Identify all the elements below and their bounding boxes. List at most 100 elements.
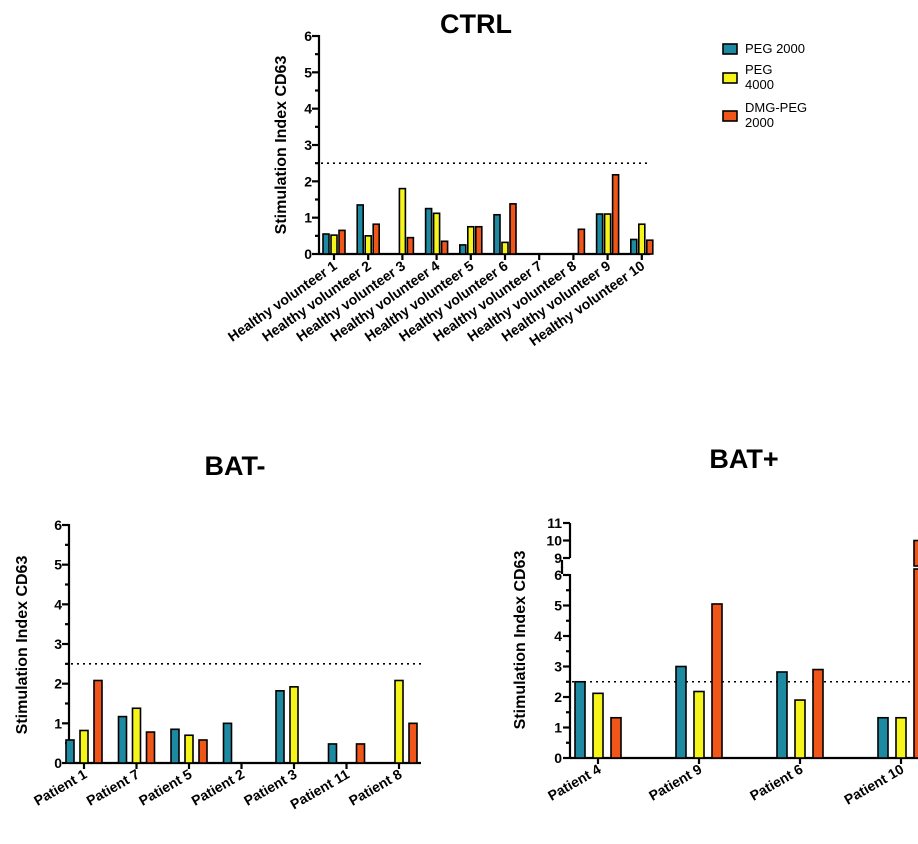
batpos-y-tick-label: 3 [554, 659, 562, 675]
ctrl-bar-dmg-peg-2000-healthy-volunteer-8 [577, 228, 586, 255]
batpos-y-tick-label: 2 [554, 689, 562, 705]
batneg-x-tick-label: Patient 11 [287, 766, 352, 813]
batneg-x-tick-label: Patient 5 [136, 766, 195, 809]
batneg-y-tick-label: 6 [54, 517, 62, 533]
batneg-x-tick-label: Patient 7 [83, 766, 142, 809]
batneg-y-tick-label: 5 [54, 557, 62, 573]
batneg-bar-peg-4000-patient-1 [79, 729, 89, 764]
ctrl-bar-dmg-peg-2000-healthy-volunteer-9 [611, 173, 620, 255]
batpos-y-tick-label: 9 [554, 550, 562, 566]
ctrl-bar-peg-2000-healthy-volunteer-10 [629, 238, 638, 255]
batneg-x-tick-label: Patient 8 [346, 766, 405, 809]
ctrl-bar-peg-4000-healthy-volunteer-3 [398, 187, 407, 255]
ctrl-y-tick-label: 3 [304, 137, 312, 153]
legend-label-peg-2000: PEG 2000 [745, 41, 805, 56]
ctrl-bar-dmg-peg-2000-healthy-volunteer-1 [338, 229, 346, 255]
batpos-bar-peg-2000-patient-9 [675, 665, 687, 759]
ctrl-bar-dmg-peg-2000-healthy-volunteer-6 [509, 203, 517, 255]
ctrl-bar-peg-2000-healthy-volunteer-4 [424, 207, 433, 255]
ctrl-bar-dmg-peg-2000-healthy-volunteer-3 [406, 236, 415, 255]
ctrl-bar-dmg-peg-2000-healthy-volunteer-10 [645, 239, 654, 255]
ctrl-y-tick-label: 5 [304, 64, 312, 80]
batpos-bar-peg-4000-patient-9 [693, 690, 705, 759]
ctrl-y-tick-label: 4 [304, 101, 312, 117]
ctrl-y-tick-label: 6 [304, 28, 312, 44]
bat-positive-y-axis-label: Stimulation Index CD63 [512, 551, 529, 730]
legend-swatch-peg-4000 [722, 72, 738, 84]
batpos-bar-dmg-peg-2000-patient-10 [913, 568, 918, 759]
batpos-bar-dmg-peg-2000-patient-9 [711, 603, 723, 759]
batpos-bar-peg-4000-patient-4 [592, 692, 604, 759]
legend-swatch-peg-2000 [722, 43, 738, 55]
batpos-y-tick-label: 11 [547, 515, 562, 531]
ctrl-title: CTRL [440, 9, 512, 39]
bat-negative-y-axis-label: Stimulation Index CD63 [14, 556, 31, 735]
batneg-y-tick-label: 0 [54, 755, 62, 771]
batneg-x-tick-label: Patient 2 [188, 766, 247, 809]
ctrl-y-tick-label: 1 [304, 210, 312, 226]
batpos-bar-dmg-peg-2000-patient-4 [610, 716, 622, 759]
ctrl-y-tick-label: 2 [304, 173, 312, 189]
batneg-bar-peg-4000-patient-5 [184, 734, 194, 764]
ctrl-bar-peg-2000-healthy-volunteer-6 [493, 213, 501, 255]
batneg-bar-peg-4000-patient-7 [131, 707, 142, 764]
batpos-x-tick-label: Patient 10 [841, 761, 906, 808]
batpos-y-tick-label: 1 [554, 720, 562, 736]
batneg-bar-dmg-peg-2000-patient-5 [198, 739, 208, 764]
batneg-bar-peg-2000-patient-5 [170, 728, 180, 764]
ctrl-bar-peg-4000-healthy-volunteer-6 [501, 241, 509, 255]
batpos-y-tick-label: 6 [554, 567, 562, 583]
ctrl-bar-peg-4000-healthy-volunteer-1 [330, 234, 338, 255]
ctrl-bar-peg-4000-healthy-volunteer-4 [432, 212, 441, 255]
ctrl-bar-dmg-peg-2000-healthy-volunteer-5 [474, 225, 483, 255]
batpos-bar-upper-dmg-peg-2000-patient-10 [913, 539, 918, 567]
ctrl-bar-dmg-peg-2000-healthy-volunteer-2 [372, 223, 381, 255]
legend-label-dmg-peg-2000-line2: 2000 [745, 115, 774, 130]
batneg-bar-peg-2000-patient-3 [275, 690, 285, 764]
batneg-y-tick-label: 2 [54, 676, 62, 692]
ctrl-bar-peg-4000-healthy-volunteer-9 [603, 213, 612, 255]
ctrl-chart: CTRL Stimulation Index CD63 0123456Healt… [225, 9, 654, 349]
bat-negative-chart: BAT- Stimulation Index CD63 0 1 2 3 4 5 6 Patie… [14, 451, 421, 812]
ctrl-y-tick-label: 0 [304, 246, 312, 262]
ctrl-bar-peg-2000-healthy-volunteer-5 [458, 244, 467, 255]
bat-negative-title: BAT- [205, 451, 266, 481]
batneg-bar-dmg-peg-2000-patient-1 [93, 679, 103, 764]
legend: PEG 2000 PEG 4000 DMG-PEG 2000 [722, 41, 807, 130]
legend-label-dmg-peg-2000-line1: DMG-PEG [745, 100, 807, 115]
batneg-bar-dmg-peg-2000-patient-7 [145, 731, 156, 764]
batneg-x-tick-label: Patient 1 [31, 766, 90, 809]
batpos-x-tick-label: Patient 9 [646, 761, 705, 804]
batneg-y-tick-label: 4 [54, 596, 62, 612]
batneg-bar-peg-4000-patient-3 [289, 686, 299, 764]
batneg-bar-dmg-peg-2000-patient-8 [408, 722, 418, 764]
batpos-bar-peg-2000-patient-4 [574, 680, 586, 759]
legend-label-peg-4000-line2: 4000 [745, 77, 774, 92]
batneg-y-tick-label: 1 [54, 715, 62, 731]
ctrl-bar-peg-4000-healthy-volunteer-5 [466, 225, 475, 255]
batpos-x-tick-label: Patient 4 [545, 761, 604, 804]
ctrl-bar-peg-4000-healthy-volunteer-10 [637, 223, 646, 255]
batpos-y-tick-label: 4 [554, 628, 562, 644]
batpos-x-tick-label: Patient 6 [747, 761, 806, 804]
ctrl-bar-peg-2000-healthy-volunteer-9 [595, 213, 604, 255]
batneg-bar-peg-2000-patient-11 [327, 743, 338, 764]
batneg-bar-dmg-peg-2000-patient-11 [355, 743, 366, 764]
ctrl-bar-dmg-peg-2000-healthy-volunteer-4 [440, 240, 449, 255]
batpos-bar-peg-4000-patient-10 [895, 716, 907, 759]
batpos-y-tick-label: 5 [554, 598, 562, 614]
batpos-y-tick-label: 10 [546, 533, 562, 549]
batneg-bar-peg-2000-patient-1 [65, 739, 75, 764]
batneg-bar-peg-2000-patient-7 [117, 715, 128, 764]
batneg-y-tick-label: 3 [54, 636, 62, 652]
batpos-bar-peg-2000-patient-10 [877, 716, 889, 759]
ctrl-y-axis-label: Stimulation Index CD63 [273, 56, 290, 235]
ctrl-bar-peg-4000-healthy-volunteer-2 [364, 235, 373, 255]
batpos-y-tick-label: 0 [554, 750, 562, 766]
legend-label-peg-4000-line1: PEG [745, 62, 772, 77]
bat-positive-title: BAT+ [709, 444, 778, 474]
batpos-bar-peg-4000-patient-6 [794, 699, 806, 759]
batneg-bar-peg-2000-patient-2 [222, 722, 233, 764]
